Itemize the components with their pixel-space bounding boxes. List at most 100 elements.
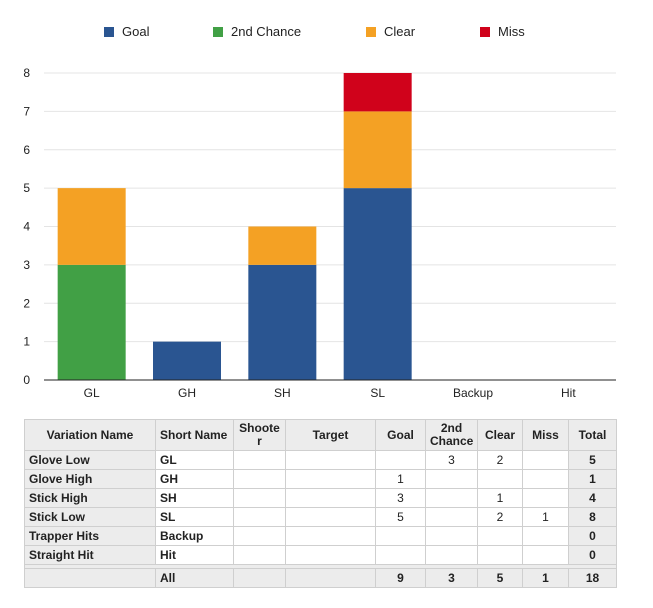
cell-miss [522, 545, 569, 565]
cell-target [285, 545, 376, 565]
header-variation-name: Variation Name [24, 419, 156, 451]
cell-miss [522, 526, 569, 546]
y-tick-label: 6 [23, 143, 30, 157]
legend-label: Goal [122, 24, 150, 39]
cell-total: 1 [568, 469, 617, 489]
legend-label: Clear [384, 24, 416, 39]
y-tick-label: 4 [23, 220, 30, 234]
cell-miss: 1 [522, 507, 569, 527]
cell-total: 0 [568, 526, 617, 546]
chart-legend: Goal 2nd Chance Clear Miss [0, 24, 653, 44]
legend-label: 2nd Chance [231, 24, 302, 39]
bar-segment [343, 111, 412, 189]
table-row: Glove Low GL 3 2 5 [24, 450, 617, 470]
cell-short-name: SH [155, 488, 234, 508]
cell-second [425, 545, 478, 565]
cell-variation-name: Glove Low [24, 450, 156, 470]
y-tick-label: 2 [23, 296, 30, 310]
cell-shooter [233, 469, 286, 489]
header-total: Total [568, 419, 617, 451]
cell-total: 4 [568, 488, 617, 508]
legend-label: Miss [498, 24, 525, 39]
cell-target [285, 450, 376, 470]
cell-second: 3 [425, 450, 478, 470]
cell-clear [477, 526, 523, 546]
cell-goal: 5 [375, 507, 426, 527]
cell-total-2nd-chance: 3 [425, 568, 478, 588]
cell-goal [375, 545, 426, 565]
bar-segment [57, 264, 126, 380]
table-row: Straight Hit Hit 0 [24, 545, 617, 565]
table-totals-row: All 9 3 5 1 18 [24, 568, 617, 588]
legend-item: Goal [104, 24, 149, 39]
legend-item: 2nd Chance [213, 24, 301, 39]
table-row: Glove High GH 1 1 [24, 469, 617, 489]
bar-segment [153, 341, 221, 380]
cell-short-name: Hit [155, 545, 234, 565]
table-header-row: Variation Name Short Name Shooter Target… [24, 419, 617, 451]
cell-shooter [233, 507, 286, 527]
shot-stats-table: Variation Name Short Name Shooter Target… [24, 419, 617, 588]
bar-segment [343, 188, 412, 380]
table-row: Trapper Hits Backup 0 [24, 526, 617, 546]
y-tick-label: 0 [23, 373, 30, 387]
cell-shooter [233, 545, 286, 565]
cell-miss [522, 450, 569, 470]
x-tick-label: SH [274, 386, 291, 400]
cell-empty [233, 568, 286, 588]
stacked-bar-chart: 0 1 2 3 4 5 6 7 8 GL GH SH SL Backup Hit [23, 66, 616, 400]
cell-variation-name: Glove High [24, 469, 156, 489]
cell-target [285, 507, 376, 527]
x-tick-label: GL [84, 386, 100, 400]
cell-shooter [233, 526, 286, 546]
cell-short-name: SL [155, 507, 234, 527]
legend-item: Miss [480, 24, 525, 39]
cell-total: 0 [568, 545, 617, 565]
header-2nd-chance: 2nd Chance [425, 419, 478, 451]
legend-swatch [366, 26, 376, 37]
cell-goal: 3 [375, 488, 426, 508]
cell-short-name: Backup [155, 526, 234, 546]
cell-target [285, 469, 376, 489]
x-tick-label: GH [178, 386, 196, 400]
cell-empty [285, 568, 376, 588]
legend-swatch [213, 26, 223, 37]
bar-segment [248, 226, 317, 265]
cell-short-name: GL [155, 450, 234, 470]
y-tick-label: 5 [23, 181, 30, 195]
cell-goal: 1 [375, 469, 426, 489]
cell-clear [477, 469, 523, 489]
cell-shooter [233, 450, 286, 470]
cell-total-total: 18 [568, 568, 617, 588]
cell-second [425, 488, 478, 508]
legend-swatch [480, 26, 490, 37]
cell-target [285, 488, 376, 508]
cell-clear [477, 545, 523, 565]
cell-second [425, 469, 478, 489]
y-tick-label: 3 [23, 258, 30, 272]
header-target: Target [285, 419, 376, 451]
y-tick-label: 1 [23, 335, 30, 349]
legend-item: Clear [366, 24, 415, 39]
bar-segment [57, 188, 126, 265]
table-row: Stick Low SL 5 2 1 8 [24, 507, 617, 527]
header-shooter: Shooter [233, 419, 286, 451]
cell-shooter [233, 488, 286, 508]
cell-total-clear: 5 [477, 568, 523, 588]
cell-second [425, 526, 478, 546]
cell-clear: 2 [477, 507, 523, 527]
cell-clear: 1 [477, 488, 523, 508]
cell-total: 5 [568, 450, 617, 470]
cell-miss [522, 469, 569, 489]
cell-second [425, 507, 478, 527]
cell-miss [522, 488, 569, 508]
y-tick-label: 8 [23, 66, 30, 80]
y-tick-label: 7 [23, 104, 30, 118]
cell-short-name: GH [155, 469, 234, 489]
cell-total: 8 [568, 507, 617, 527]
cell-goal [375, 450, 426, 470]
cell-goal [375, 526, 426, 546]
cell-total-miss: 1 [522, 568, 569, 588]
x-tick-label: SL [370, 386, 385, 400]
bar-segment [343, 73, 412, 112]
